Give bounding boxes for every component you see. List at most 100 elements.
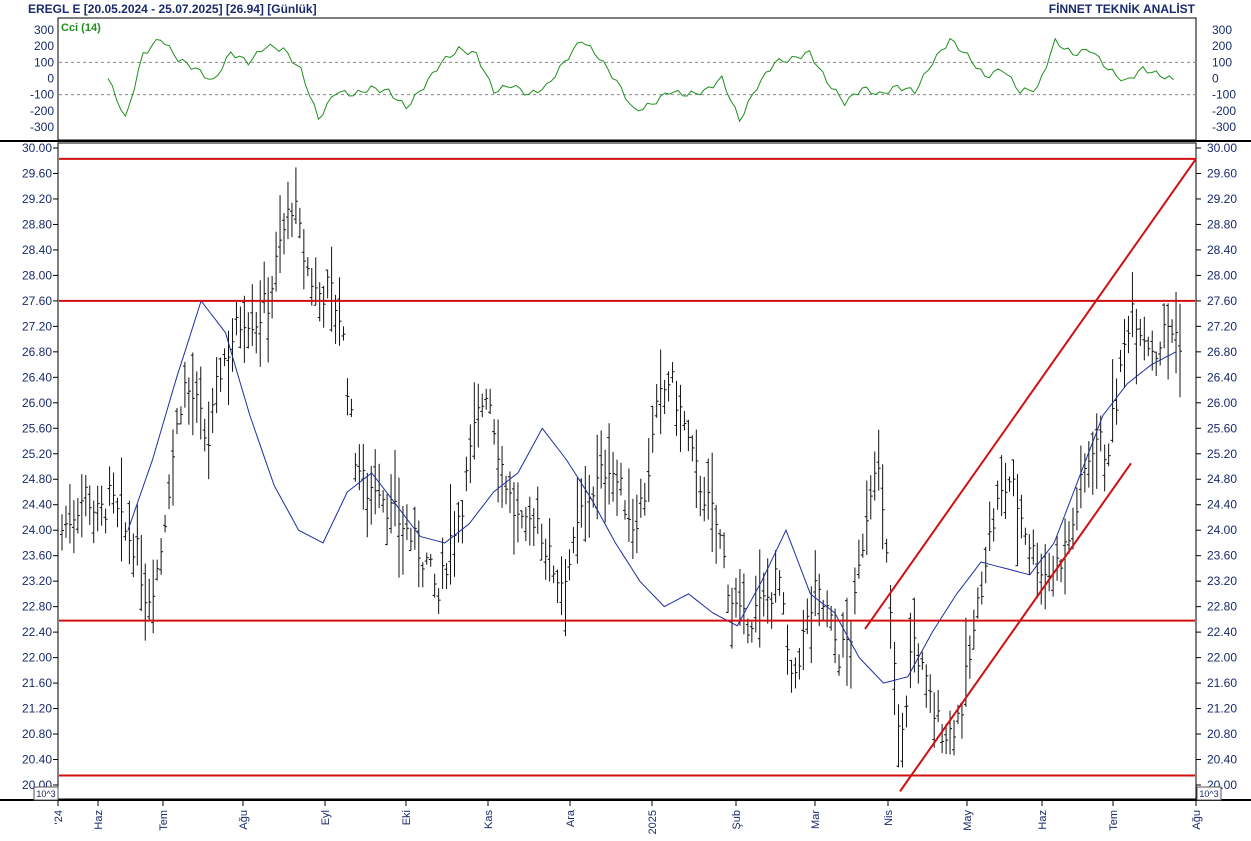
ohlc-bar (591, 486, 596, 508)
cci-tick-label-right: 200 (1212, 39, 1232, 53)
ohlc-bar (702, 476, 707, 522)
ohlc-bar (476, 383, 481, 448)
ohlc-bar (155, 559, 160, 581)
ohlc-bar (377, 463, 382, 509)
price-tick-label-right: 21.60 (1207, 676, 1237, 690)
ohlc-bar (722, 532, 727, 569)
ohlc-bar (1166, 303, 1171, 380)
ohlc-bar (745, 618, 750, 644)
ohlc-bar (860, 533, 865, 558)
ohlc-bar (785, 624, 790, 675)
price-tick-label-right: 22.80 (1207, 600, 1237, 614)
cci-tick-label-left: 0 (47, 72, 54, 86)
cci-tick-label-right: 100 (1212, 55, 1232, 69)
ohlc-bar (1011, 459, 1016, 497)
ohlc-bar (345, 378, 350, 416)
ohlc-bar (852, 567, 857, 615)
ohlc-bar (868, 475, 873, 520)
ohlc-bar (258, 280, 263, 367)
ohlc-bar (385, 493, 390, 546)
ohlc-bar (975, 587, 980, 619)
ohlc-bar (817, 573, 822, 627)
ohlc-bar (1086, 441, 1091, 488)
ohlc-bar (1154, 351, 1159, 377)
cci-tick-label-left: -300 (30, 120, 54, 134)
ohlc-bar (396, 477, 401, 578)
ohlc-bar (337, 277, 342, 346)
price-tick-label-right: 23.20 (1207, 574, 1237, 588)
ohlc-bar (979, 571, 984, 605)
time-tick-label: Ağu (238, 810, 250, 830)
ohlc-bar (936, 690, 941, 723)
ohlc-bar (575, 477, 580, 564)
ohlc-bar (805, 598, 810, 635)
ohlc-bar (214, 357, 219, 414)
ohlc-bar (920, 651, 925, 670)
ohlc-bar (1110, 359, 1115, 443)
price-tick-label-left: 29.20 (22, 192, 52, 206)
ohlc-bar (432, 573, 437, 598)
price-tick-label-left: 22.80 (22, 600, 52, 614)
ohlc-bar (638, 478, 643, 518)
ohlc-bar (686, 419, 691, 452)
ohlc-bar (460, 499, 465, 544)
ohlc-bar (333, 294, 338, 345)
price-tick-label-right: 26.80 (1207, 345, 1237, 359)
ohlc-bar (797, 647, 802, 680)
price-tick-label-right: 23.60 (1207, 549, 1237, 563)
ohlc-bar (864, 480, 869, 555)
chart-header-right: FİNNET TEKNİK ANALİST (1049, 1, 1196, 16)
price-tick-label-left: 21.60 (22, 676, 52, 690)
ohlc-bar (444, 562, 449, 590)
ohlc-bar (488, 388, 493, 415)
ohlc-bar (634, 494, 639, 554)
ohlc-bar (714, 504, 719, 564)
ohlc-bar (607, 423, 612, 505)
ohlc-bar (436, 588, 441, 614)
ohlc-bar (341, 326, 346, 341)
ohlc-bar (793, 657, 798, 689)
price-tick-label-right: 29.60 (1207, 166, 1237, 180)
ohlc-bar (789, 659, 794, 693)
price-tick-label-left: 22.00 (22, 651, 52, 665)
ohlc-bar (278, 195, 283, 274)
ohlc-bar (1142, 316, 1147, 361)
cci-tick-label-left: 100 (34, 55, 54, 69)
ohlc-bar (369, 466, 374, 525)
ohlc-bar (293, 167, 298, 225)
price-tick-label-left: 27.20 (22, 319, 52, 333)
time-tick-label: Tem (1108, 810, 1120, 831)
ohlc-bar (662, 379, 667, 414)
ohlc-bar (912, 597, 917, 673)
ohlc-bar (1019, 494, 1024, 539)
cci-tick-label-left: -100 (30, 88, 54, 102)
price-tick-label-left: 23.20 (22, 574, 52, 588)
ohlc-bar (1039, 553, 1044, 605)
ohlc-bar (1162, 303, 1167, 349)
ohlc-bar (622, 500, 627, 520)
ohlc-bar (274, 231, 279, 292)
ohlc-bar (456, 501, 461, 543)
ohlc-bar (480, 393, 485, 418)
time-axis: '24 Haz Tem Ağu Eyl Eki Kas Ara 2025 Şub Mar Nis May… (53, 800, 1203, 834)
ohlc-bar (892, 641, 897, 716)
scale-label-right: 10^3 (1199, 789, 1218, 799)
ohlc-bar (511, 482, 516, 555)
ohlc-bar (615, 459, 620, 517)
price-tick-label-right: 22.40 (1207, 625, 1237, 639)
ohlc-bar (60, 514, 64, 551)
time-tick-label: '24 (53, 810, 65, 824)
price-tick-label-right: 28.40 (1207, 243, 1237, 257)
ohlc-bar (1122, 318, 1127, 388)
ohlc-bar (932, 692, 937, 748)
ohlc-bar (186, 377, 191, 425)
price-tick-label-right: 27.20 (1207, 319, 1237, 333)
ohlc-bar (127, 500, 132, 565)
ohlc-bar (737, 568, 742, 626)
cci-tick-label-right: -300 (1212, 120, 1236, 134)
ohlc-bar (718, 529, 723, 549)
ohlc-bar (365, 472, 370, 538)
ohlc-bar (1035, 542, 1040, 599)
ohlc-bar (571, 527, 576, 554)
time-tick-label: Eki (401, 810, 413, 825)
